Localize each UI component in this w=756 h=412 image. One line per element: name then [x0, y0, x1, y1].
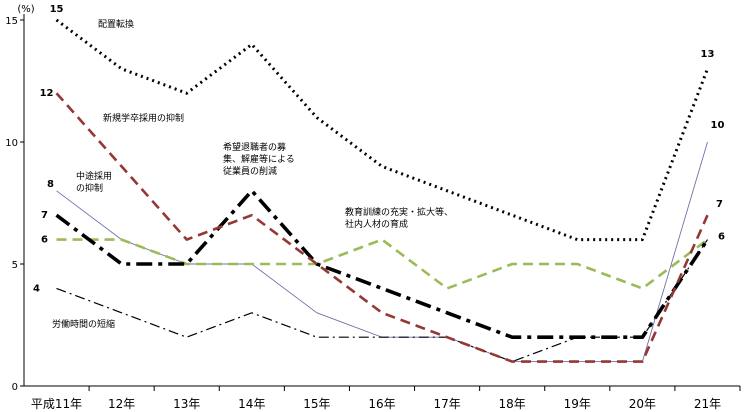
x-tick-label: 13年: [173, 397, 200, 411]
data-label-6: 13: [700, 49, 714, 60]
data-label-2: 8: [47, 179, 54, 190]
x-tick-label: 17年: [433, 397, 460, 411]
series-annotation-3: 集、解雇等による: [223, 153, 295, 165]
data-label-9: 6: [718, 232, 725, 243]
series-annotation-3: 希望退職者の募: [223, 141, 286, 153]
x-tick-label: 16年: [368, 397, 395, 411]
series-annotation-2: 中途採用: [76, 170, 112, 182]
series-line-1: [55, 92, 709, 363]
data-label-8: 7: [716, 199, 723, 210]
x-tick-label: 21年: [694, 397, 721, 411]
y-tick-label: 0: [12, 382, 18, 393]
series-annotation-4: 社内人材の育成: [345, 218, 408, 230]
series-annotation-3: 従業員の削減: [223, 165, 277, 177]
series-annotation-4: 教育訓練の充実・拡大等、: [345, 206, 453, 218]
series-annotation-0: 配置転換: [98, 18, 134, 30]
data-label-1: 12: [40, 88, 54, 99]
x-tick-label: 12年: [108, 397, 135, 411]
series-line-4: [56, 238, 709, 290]
x-tick-label: 15年: [303, 397, 330, 411]
series-line-5: [56, 239, 708, 363]
y-axis-unit: (%): [17, 4, 34, 15]
x-tick-label: 20年: [629, 397, 656, 411]
series-annotation-2: の抑制: [76, 182, 103, 194]
x-tick-label: 14年: [238, 397, 265, 411]
y-tick-label: 15: [5, 16, 18, 27]
x-tick-label: 平成11年: [31, 397, 82, 411]
series-annotation-1: 新規学卒採用の抑制: [103, 112, 184, 124]
data-label-5: 4: [33, 283, 40, 294]
x-tick-label: 18年: [499, 397, 526, 411]
data-label-4: 6: [41, 235, 48, 246]
y-tick-label: 5: [12, 260, 18, 271]
x-tick-label: 19年: [564, 397, 591, 411]
y-tick-label: 10: [5, 138, 18, 149]
series-annotation-5: 労働時間の短縮: [52, 318, 115, 330]
data-label-0: 15: [50, 4, 64, 15]
series-line-0: [55, 18, 709, 242]
data-label-7: 10: [710, 120, 724, 131]
data-label-3: 7: [41, 210, 48, 221]
